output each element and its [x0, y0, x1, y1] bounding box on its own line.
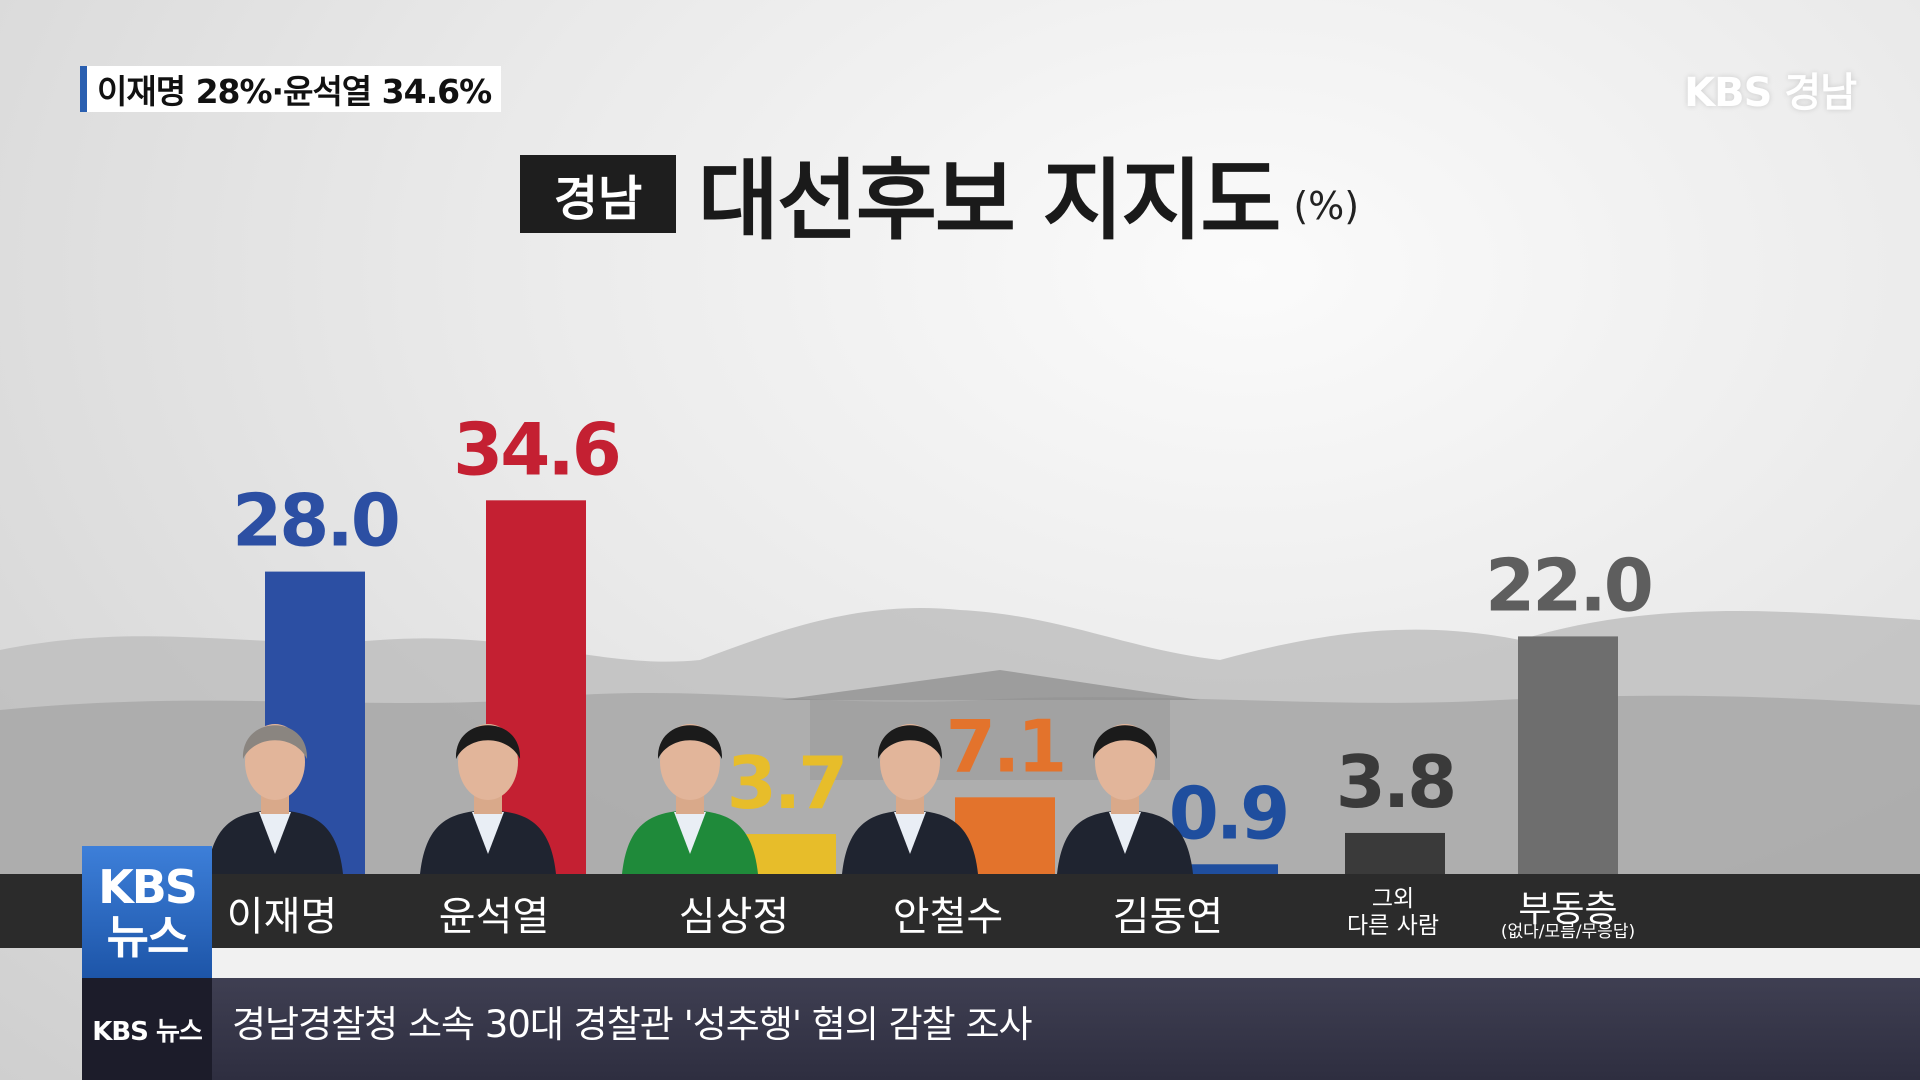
candidate-photo-3	[622, 724, 758, 874]
candidate-photo-1	[207, 724, 343, 874]
chart-main-title: 대선후보 지지도	[698, 149, 1281, 252]
chart-title: 경남 대선후보 지지도 (%)	[520, 130, 1359, 257]
bar-7	[1518, 636, 1618, 874]
candidate-photo-2	[420, 724, 556, 874]
candidate-label-ahn: 안철수	[892, 894, 1004, 940]
kbs-badge-line1: KBS	[98, 860, 198, 914]
value-label-2: 34.6	[453, 407, 619, 491]
chart-unit: (%)	[1293, 183, 1360, 228]
others-label-line2: 다른 사람	[1347, 913, 1439, 939]
ticker-divider	[212, 948, 1920, 978]
candidate-name-bar	[0, 874, 1920, 948]
value-label-4: 7.1	[946, 704, 1065, 788]
undecided-label: 부동층	[1518, 889, 1618, 930]
bar-6	[1345, 832, 1445, 874]
news-ticker: KBS 뉴스 경남경찰청 소속 30대 경찰관 '성추행' 혐의 감찰 조사	[82, 978, 1920, 1080]
value-label-6: 3.8	[1336, 740, 1455, 824]
value-label-7: 22.0	[1485, 543, 1651, 627]
value-label-1: 28.0	[232, 479, 398, 563]
bar-5	[1178, 864, 1278, 874]
candidate-photo-4	[842, 724, 978, 874]
region-badge: 경남	[520, 154, 676, 233]
ticker-text: 경남경찰청 소속 30대 경찰관 '성추행' 혐의 감찰 조사	[212, 978, 1920, 1080]
candidate-label-kim: 김동연	[1112, 894, 1224, 940]
ticker-logo: KBS 뉴스	[82, 978, 212, 1080]
candidate-label-sim: 심상정	[678, 894, 790, 940]
kbs-badge-line2: 뉴스	[106, 910, 190, 964]
value-label-5: 0.9	[1169, 771, 1288, 855]
candidate-label-yoon: 윤석열	[438, 894, 550, 940]
channel-logo: KBS 경남	[1684, 70, 1857, 116]
candidate-photo-5	[1057, 724, 1193, 874]
others-label-line1: 그외	[1371, 886, 1415, 912]
candidate-label-lee: 이재명	[226, 894, 338, 940]
value-label-3: 3.7	[727, 741, 846, 825]
headline-caption: 이재명 28%·윤석열 34.6%	[80, 66, 502, 112]
undecided-sublabel: (없다/모름/무응답)	[1500, 922, 1636, 942]
bar-chart: 28.0 34.6 3.7 7.1 0.9 3.8 22.0	[207, 407, 1654, 874]
kbs-news-badge: KBS 뉴스	[82, 846, 212, 978]
